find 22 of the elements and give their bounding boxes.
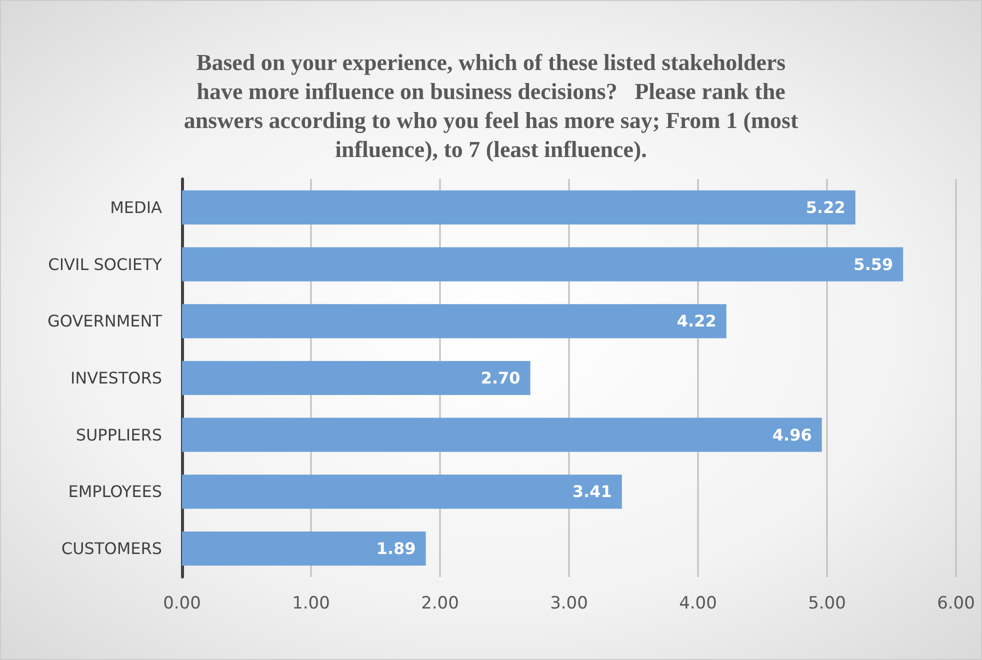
chart-title: Based on your experience, which of these listed stakeholders have more influence on business decisions? Please rank the answers according to who you feel has more say; From 1 (most influence), to 7 (least influence). bbox=[184, 50, 798, 162]
data-label: 5.22 bbox=[806, 198, 846, 217]
x-tick-label: 0.00 bbox=[163, 594, 201, 614]
data-label: 1.89 bbox=[376, 539, 416, 558]
x-tick-label: 2.00 bbox=[421, 594, 459, 614]
y-tick-label: SUPPLIERS bbox=[76, 425, 162, 444]
x-tick-label: 5.00 bbox=[808, 594, 846, 614]
data-label: 2.70 bbox=[480, 368, 520, 388]
y-tick-label: CIVIL SOCIETY bbox=[48, 254, 162, 274]
data-label: 5.59 bbox=[854, 254, 894, 274]
data-label: 4.96 bbox=[772, 425, 812, 444]
y-tick-label: EMPLOYEES bbox=[68, 482, 162, 502]
data-label: 4.22 bbox=[676, 312, 716, 331]
y-tick-label: INVESTORS bbox=[70, 368, 162, 388]
x-tick-label: 3.00 bbox=[550, 594, 588, 614]
y-tick-label: GOVERNMENT bbox=[47, 312, 162, 331]
data-label: 3.41 bbox=[572, 482, 612, 502]
x-tick-label: 6.00 bbox=[937, 594, 975, 614]
y-tick-label: CUSTOMERS bbox=[61, 539, 162, 558]
y-tick-label: MEDIA bbox=[110, 198, 162, 217]
x-tick-label: 4.00 bbox=[679, 594, 717, 614]
x-tick-label: 1.00 bbox=[292, 594, 330, 614]
